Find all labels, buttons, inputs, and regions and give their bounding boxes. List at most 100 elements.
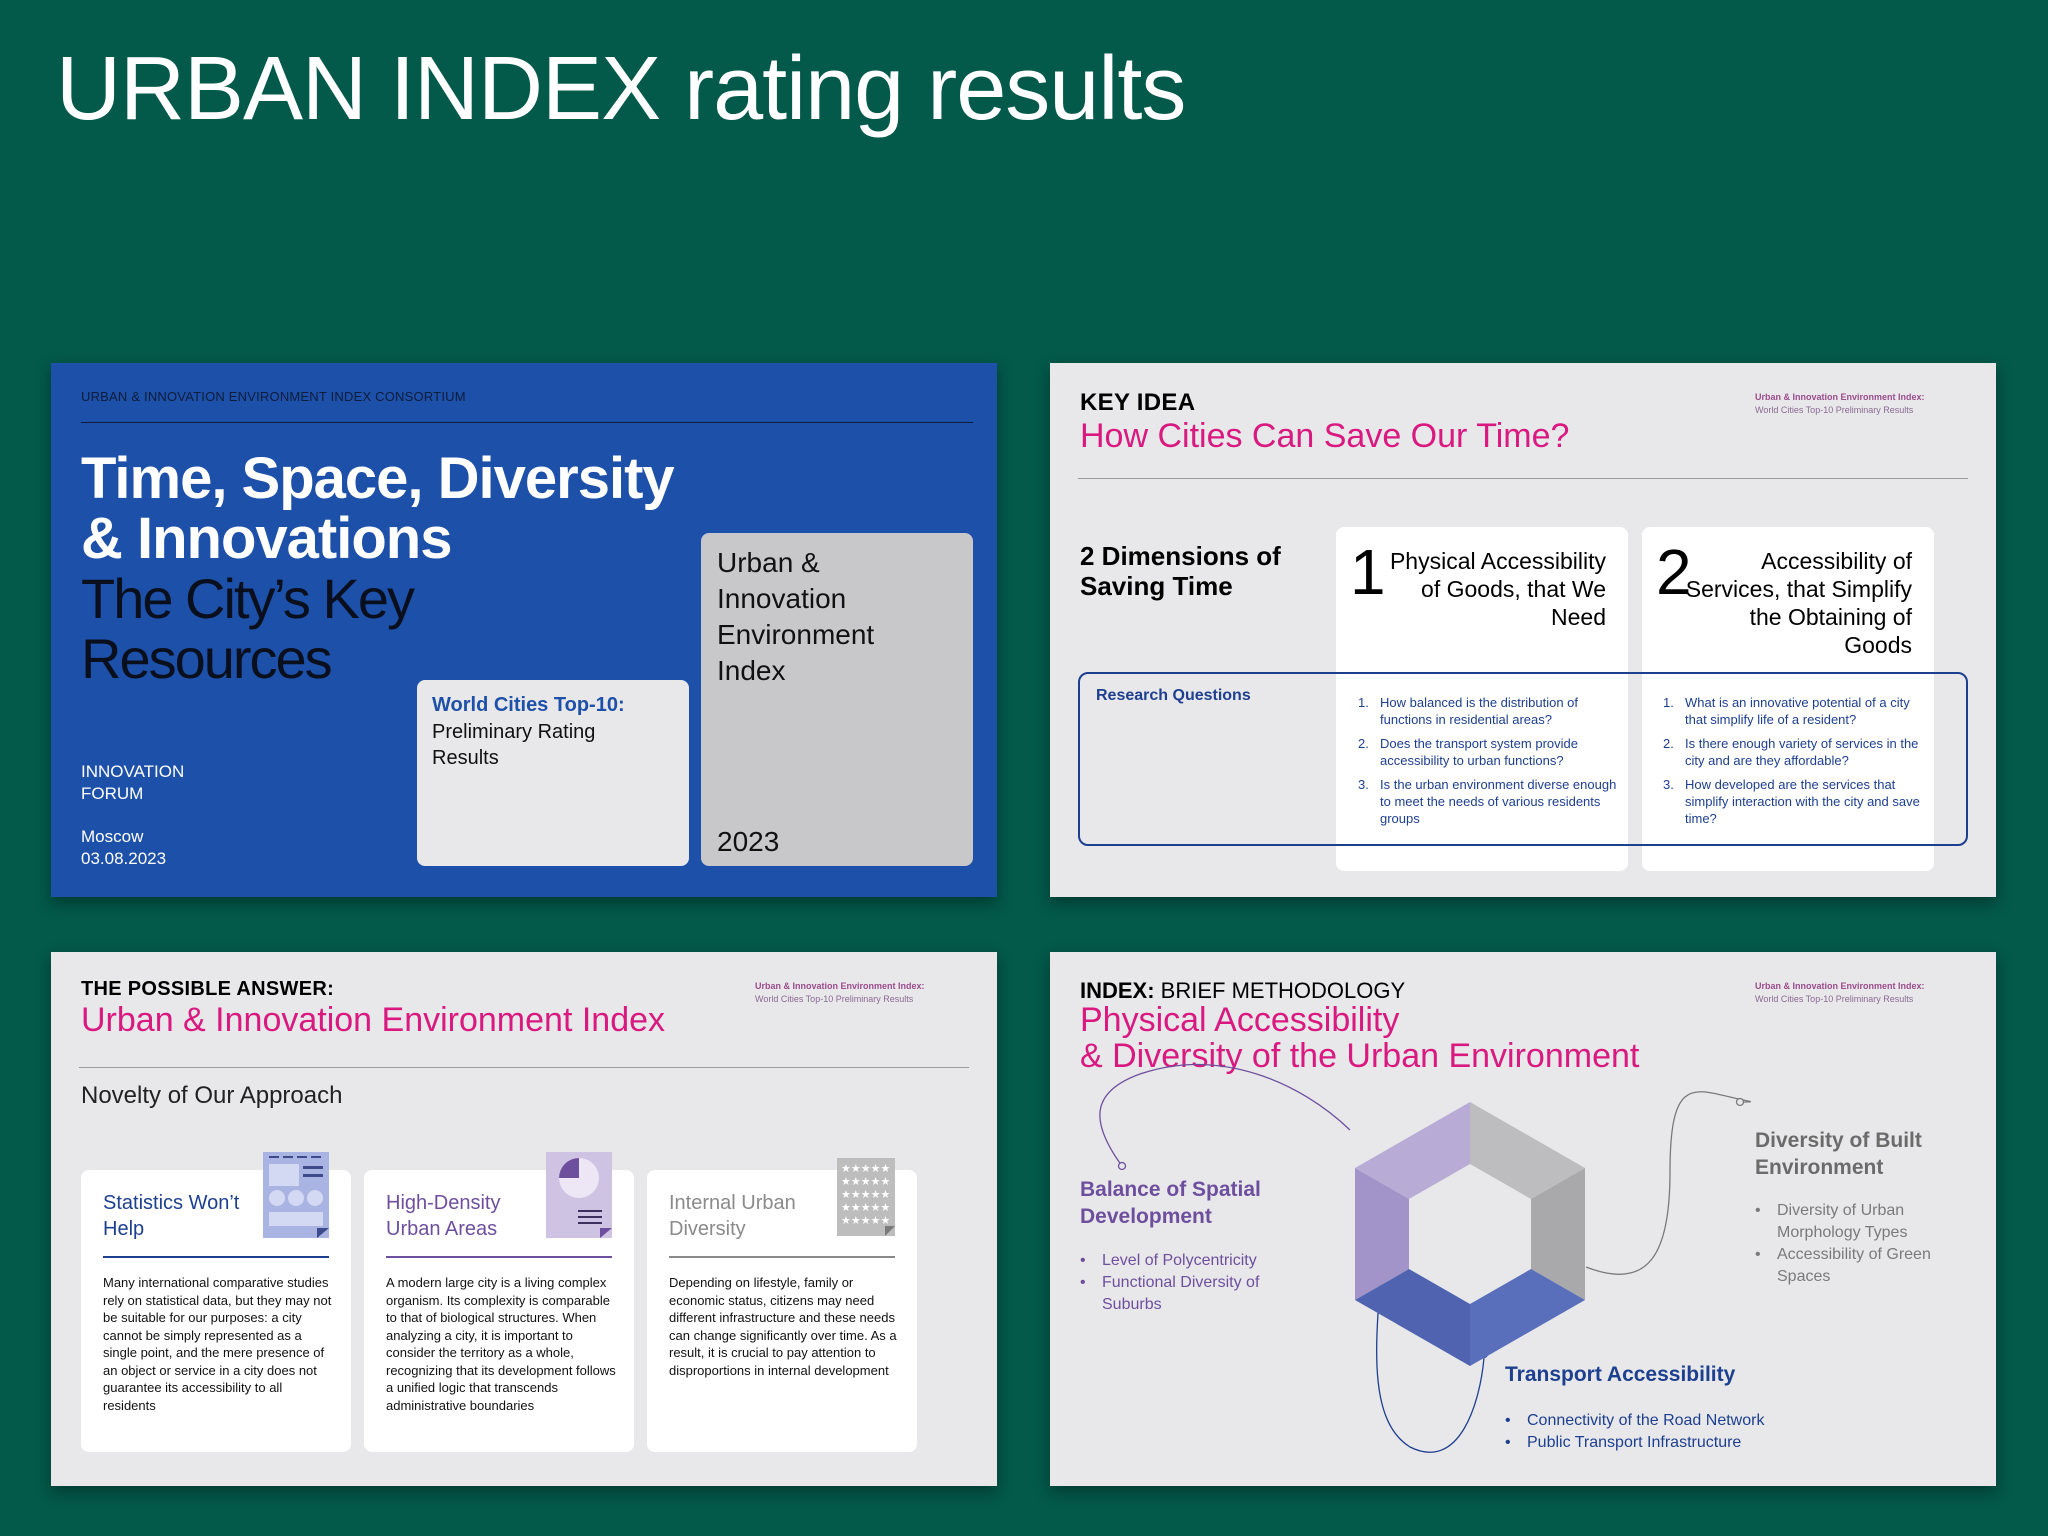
city: Moscow <box>81 827 144 846</box>
built-title: Diversity of Built Environment <box>1755 1129 1922 1179</box>
side-tag-line1: Urban & Innovation Environment Index: <box>755 981 925 991</box>
transport-title: Transport Accessibility <box>1505 1363 1736 1386</box>
slide-key-idea[interactable]: KEY IDEA How Cities Can Save Our Time? U… <box>1050 363 1996 897</box>
title-line-2: & Diversity of the Urban Environment <box>1080 1037 1640 1075</box>
divider <box>1078 478 1968 479</box>
rating-card-title: World Cities Top-10: <box>432 694 625 716</box>
hex-segment-spatial-left <box>1355 1168 1409 1300</box>
index-card: Urban & Innovation Environment Index 202… <box>701 533 973 866</box>
side-tag: Urban & Innovation Environment Index: Wo… <box>1755 980 1975 1006</box>
hex-segment-transport-right <box>1470 1269 1585 1366</box>
transport-connector <box>1376 1283 1485 1453</box>
list-item: Public Transport Infrastructure <box>1505 1432 1835 1454</box>
kicker-rest: BRIEF METHODOLOGY <box>1154 978 1406 1003</box>
slide-title: How Cities Can Save Our Time? <box>1080 417 1570 455</box>
list-item: 2. Does the transport system provide acce… <box>1358 736 1578 768</box>
list-item: Accessibility of Green Spaces <box>1755 1244 1955 1288</box>
card-rule <box>103 1256 329 1258</box>
slide-kicker: INDEX: BRIEF METHODOLOGY <box>1080 978 1405 1004</box>
methodology-diagram <box>1099 1063 1752 1453</box>
cover-title: Time, Space, Diversity & Innovations <box>81 446 675 571</box>
list-item: Connectivity of the Road Network <box>1505 1410 1835 1432</box>
novelty-heading: Novelty of Our Approach <box>81 1082 343 1109</box>
svg-text:★★★★★: ★★★★★ <box>841 1188 890 1201</box>
slide-title: Urban & Innovation Environment Index <box>81 1001 666 1039</box>
built-list: Diversity of Urban Morphology Types Acce… <box>1755 1200 1955 1288</box>
spatial-title: Balance of Spatial Development <box>1080 1178 1261 1228</box>
slide-kicker: KEY IDEA <box>1080 389 1196 416</box>
index-hexagon <box>1355 1102 1585 1366</box>
transport-list: Connectivity of the Road Network Public … <box>1505 1410 1835 1454</box>
side-tag-line1: Urban & Innovation Environment Index: <box>1755 392 1925 402</box>
side-tag: Urban & Innovation Environment Index: Wo… <box>1755 391 1975 417</box>
stars-document-icon: ★★★★★ ★★★★★ ★★★★★ ★★★★★ ★★★★★ <box>837 1158 895 1236</box>
approach-card-density: High-Density Urban Areas A modern large … <box>364 1152 634 1452</box>
card-title: Internal Urban Diversity <box>669 1192 796 1240</box>
side-tag-line2: World Cities Top-10 Preliminary Results <box>755 994 914 1004</box>
side-tag: Urban & Innovation Environment Index: Wo… <box>755 980 975 1006</box>
cover-subtitle: The City’s Key Resources <box>81 567 415 690</box>
card-rule <box>386 1256 612 1258</box>
consortium-label: URBAN & INNOVATION ENVIRONMENT INDEX CON… <box>81 389 466 404</box>
card-body: Depending on lifestyle, family or econom… <box>669 1275 897 1378</box>
dimension-text: Physical Accessibility of Goods, that We… <box>1389 548 1606 630</box>
list-item: 2. Is there enough variety of services in… <box>1663 736 1919 768</box>
page-title: URBAN INDEX rating results <box>56 39 1186 139</box>
slide-methodology[interactable]: INDEX: BRIEF METHODOLOGY Physical Access… <box>1050 952 1996 1486</box>
dimension-card-1: 1 Physical Accessibility of Goods, that … <box>1336 527 1628 871</box>
list-item: Functional Diversity of Suburbs <box>1080 1272 1300 1316</box>
dimensions-title: 2 Dimensions of Saving Time <box>1080 541 1281 601</box>
slide-title: Physical Accessibility & Diversity of th… <box>1080 1002 1639 1074</box>
research-questions-box <box>1078 672 1968 846</box>
pie-document-icon <box>546 1152 612 1238</box>
list-item: 3. Is the urban environment diverse enoug… <box>1358 777 1617 826</box>
rating-card-subtitle: Preliminary Rating Results <box>432 721 596 769</box>
dimension-text: Accessibility of Services, that Simplify… <box>1685 548 1912 658</box>
title-line-1: Physical Accessibility <box>1080 1001 1400 1039</box>
svg-text:★★★★★: ★★★★★ <box>841 1214 890 1227</box>
dimension-number: 2 <box>1656 536 1692 608</box>
svg-text:★★★★★: ★★★★★ <box>841 1175 890 1188</box>
approach-card-statistics: Statistics Won’t Help Many international… <box>81 1152 351 1452</box>
side-tag-line1: Urban & Innovation Environment Index: <box>1755 981 1925 991</box>
dimension-number: 1 <box>1350 536 1386 608</box>
list-item: Level of Polycentricity <box>1080 1250 1300 1272</box>
list-item: 1. What is an innovative potential of a c… <box>1663 695 1910 727</box>
card-body: Many international comparative studies r… <box>103 1275 332 1413</box>
hex-segment-built-top <box>1470 1102 1585 1199</box>
questions-list-2: 1. What is an innovative potential of a c… <box>1663 694 1923 834</box>
spatial-connector <box>1099 1063 1351 1167</box>
svg-text:★★★★★: ★★★★★ <box>841 1201 890 1214</box>
slide-possible-answer[interactable]: THE POSSIBLE ANSWER: Urban & Innovation … <box>51 952 997 1486</box>
card-title: High-Density Urban Areas <box>386 1192 501 1240</box>
spatial-list: Level of Polycentricity Functional Diver… <box>1080 1250 1300 1316</box>
statistics-document-icon <box>263 1152 329 1238</box>
rating-card: World Cities Top-10: Preliminary Rating … <box>417 680 689 866</box>
index-card-title: Urban & Innovation Environment Index <box>717 547 875 686</box>
hex-segment-spatial-top <box>1355 1102 1470 1199</box>
approach-card-diversity: Internal Urban Diversity Depending on li… <box>647 1158 917 1452</box>
dimension-card-2: 2 Accessibility of Services, that Simpli… <box>1642 527 1934 871</box>
questions-list-1: 1. How balanced is the distribution of fu… <box>1358 694 1618 834</box>
built-connector <box>1585 1091 1752 1276</box>
card-rule <box>669 1256 895 1258</box>
forum-label: INNOVATION FORUM <box>81 762 185 803</box>
side-tag-line2: World Cities Top-10 Preliminary Results <box>1755 405 1914 415</box>
index-card-year: 2023 <box>717 826 780 857</box>
card-body: A modern large city is a living complex … <box>386 1275 616 1413</box>
list-item: 3. How developed are the services that si… <box>1663 777 1920 826</box>
svg-text:★★★★★: ★★★★★ <box>841 1162 890 1175</box>
divider <box>81 422 973 423</box>
slide-cover[interactable]: URBAN & INNOVATION ENVIRONMENT INDEX CON… <box>51 363 997 897</box>
location-date: Moscow 03.08.2023 <box>81 826 166 870</box>
list-item: 1. How balanced is the distribution of fu… <box>1358 695 1579 727</box>
hex-segment-built-right <box>1531 1168 1585 1300</box>
kicker-bold: INDEX: <box>1080 978 1155 1003</box>
research-questions-label: Research Questions <box>1096 687 1251 704</box>
divider <box>79 1067 969 1068</box>
slide-kicker: THE POSSIBLE ANSWER: <box>81 978 335 1000</box>
list-item: Diversity of Urban Morphology Types <box>1755 1200 1955 1244</box>
card-title: Statistics Won’t Help <box>103 1192 240 1240</box>
hex-segment-transport-left <box>1355 1269 1470 1366</box>
side-tag-line2: World Cities Top-10 Preliminary Results <box>1755 994 1914 1004</box>
